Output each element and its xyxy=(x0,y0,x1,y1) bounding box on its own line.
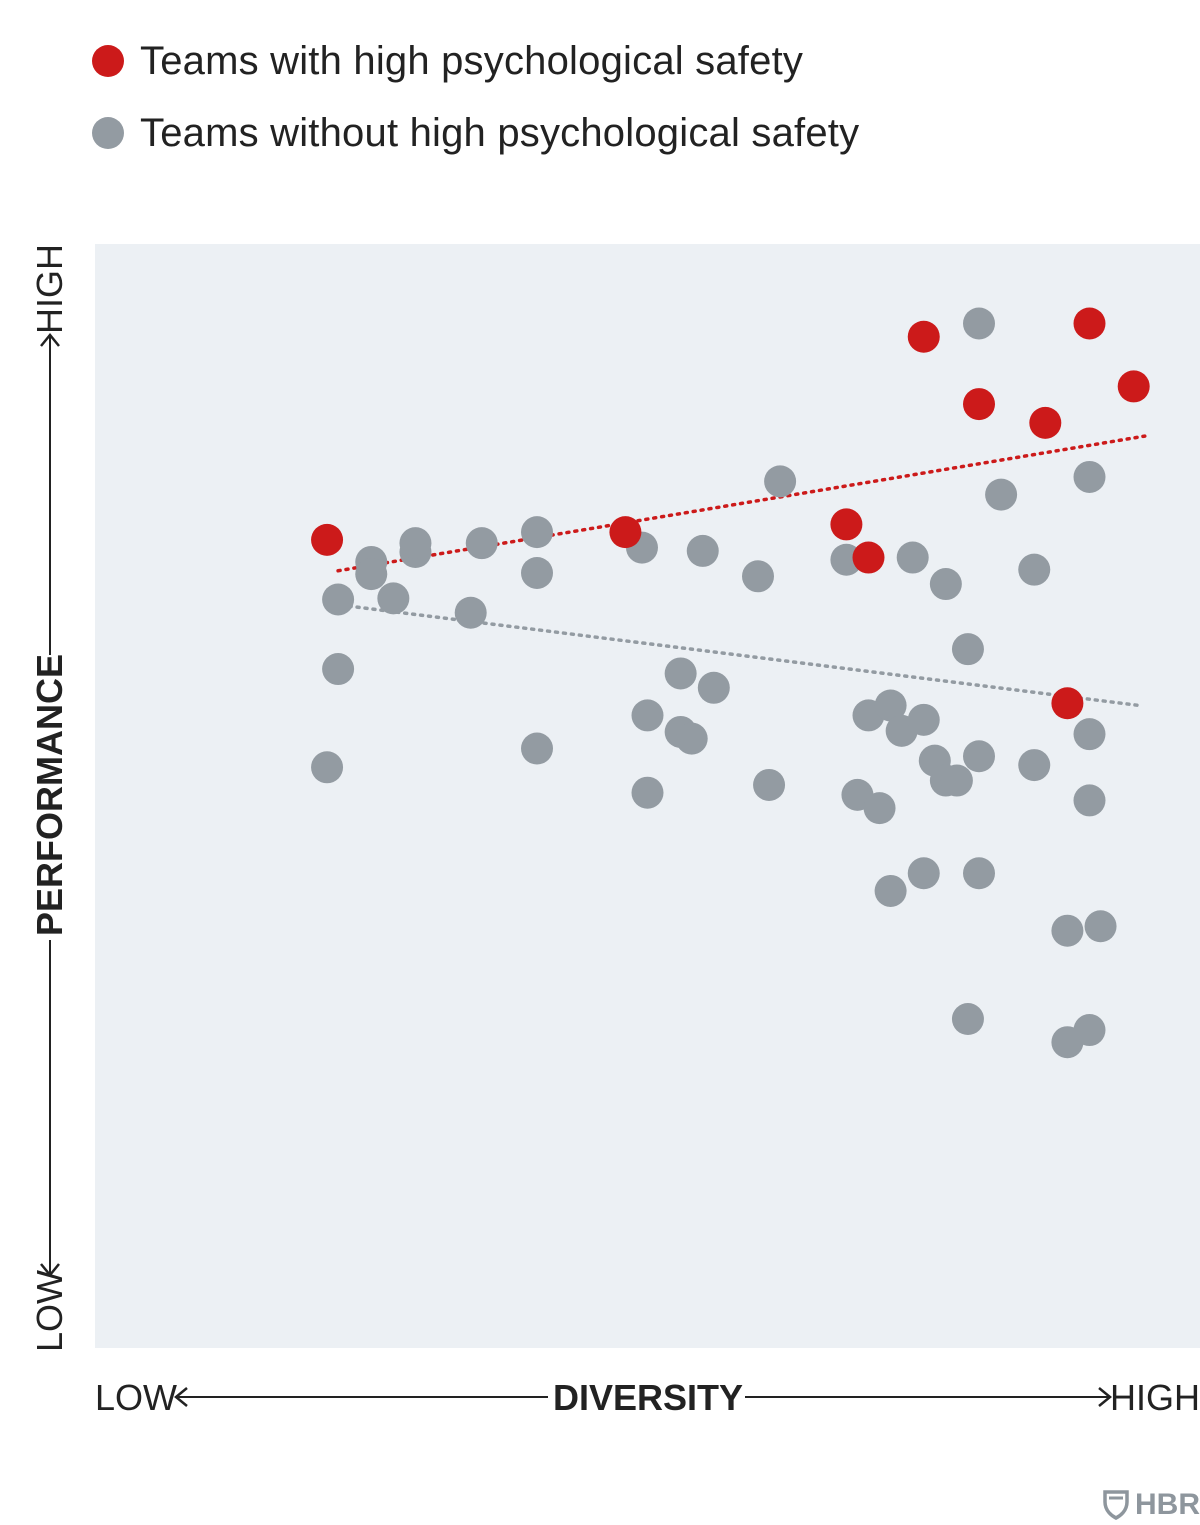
point-high-safety-2 xyxy=(830,508,863,541)
point-high-safety-9 xyxy=(1051,687,1084,720)
x-axis-title: DIVERSITY xyxy=(553,1377,743,1418)
point-low-safety-1 xyxy=(764,465,797,498)
legend-label-low-safety: Teams without high psychological safety xyxy=(140,111,860,155)
point-low-safety-48 xyxy=(1051,914,1084,947)
point-low-safety-9 xyxy=(355,558,388,591)
y-axis-high-label: HIGH xyxy=(29,244,70,334)
point-low-safety-17 xyxy=(686,534,719,567)
point-high-safety-6 xyxy=(1029,406,1062,439)
point-low-safety-28 xyxy=(675,722,708,755)
point-low-safety-50 xyxy=(951,1003,984,1036)
legend-item-high-safety: Teams with high psychological safety xyxy=(92,36,859,86)
point-low-safety-43 xyxy=(863,792,896,825)
point-low-safety-2 xyxy=(985,478,1018,511)
point-low-safety-40 xyxy=(631,776,664,809)
point-low-safety-44 xyxy=(1073,784,1106,817)
x-axis-low-label: LOW xyxy=(95,1377,177,1418)
legend: Teams with high psychological safety Tea… xyxy=(92,36,859,180)
point-high-safety-0 xyxy=(311,523,344,556)
point-high-safety-3 xyxy=(852,541,885,574)
point-low-safety-3 xyxy=(1073,460,1106,493)
y-axis-low-label: LOW xyxy=(29,1270,70,1352)
point-low-safety-11 xyxy=(399,527,432,560)
point-low-safety-13 xyxy=(377,582,410,615)
brand-logo: HBR xyxy=(1103,1488,1200,1522)
point-low-safety-12 xyxy=(465,527,498,560)
point-low-safety-47 xyxy=(963,857,995,890)
point-low-safety-23 xyxy=(951,633,984,666)
point-low-safety-5 xyxy=(322,583,355,616)
point-low-safety-25 xyxy=(697,671,730,704)
point-low-safety-52 xyxy=(1073,1014,1106,1047)
legend-label-high-safety: Teams with high psychological safety xyxy=(140,39,804,83)
point-low-safety-46 xyxy=(907,857,940,890)
point-low-safety-38 xyxy=(1073,718,1106,751)
point-high-safety-4 xyxy=(907,320,940,353)
point-low-safety-41 xyxy=(753,768,786,801)
point-low-safety-49 xyxy=(1084,910,1117,943)
point-low-safety-45 xyxy=(874,874,907,907)
point-high-safety-5 xyxy=(963,388,995,421)
point-low-safety-37 xyxy=(1018,749,1051,782)
point-low-safety-18 xyxy=(742,560,774,593)
point-low-safety-15 xyxy=(521,516,553,549)
point-low-safety-36 xyxy=(963,740,995,773)
point-low-safety-26 xyxy=(631,699,664,732)
point-high-safety-1 xyxy=(609,516,642,549)
point-low-safety-16 xyxy=(521,556,553,589)
legend-red-dot-icon xyxy=(92,45,124,77)
legend-gray-dot-icon xyxy=(92,117,124,149)
x-axis-high-label: HIGH xyxy=(1110,1377,1200,1418)
point-low-safety-30 xyxy=(874,689,907,722)
point-low-safety-39 xyxy=(521,732,553,765)
trend-line-low-safety xyxy=(347,604,1141,708)
point-low-safety-7 xyxy=(311,751,344,784)
data-points xyxy=(311,307,1150,1059)
point-high-safety-8 xyxy=(1117,370,1150,403)
point-low-safety-14 xyxy=(454,596,487,629)
point-low-safety-22 xyxy=(1018,553,1051,586)
point-low-safety-20 xyxy=(896,541,929,574)
point-low-safety-35 xyxy=(940,764,973,797)
point-low-safety-32 xyxy=(907,703,940,736)
hbr-shield-icon xyxy=(1103,1490,1129,1520)
point-low-safety-21 xyxy=(929,568,962,601)
y-axis: LOW PERFORMANCE HIGH xyxy=(29,244,70,1352)
point-low-safety-24 xyxy=(664,657,697,690)
point-high-safety-7 xyxy=(1073,307,1106,340)
brand-text: HBR xyxy=(1135,1488,1200,1521)
y-axis-title: PERFORMANCE xyxy=(29,654,70,936)
point-low-safety-6 xyxy=(322,653,355,686)
legend-item-low-safety: Teams without high psychological safety xyxy=(92,108,859,158)
point-low-safety-0 xyxy=(963,307,995,340)
